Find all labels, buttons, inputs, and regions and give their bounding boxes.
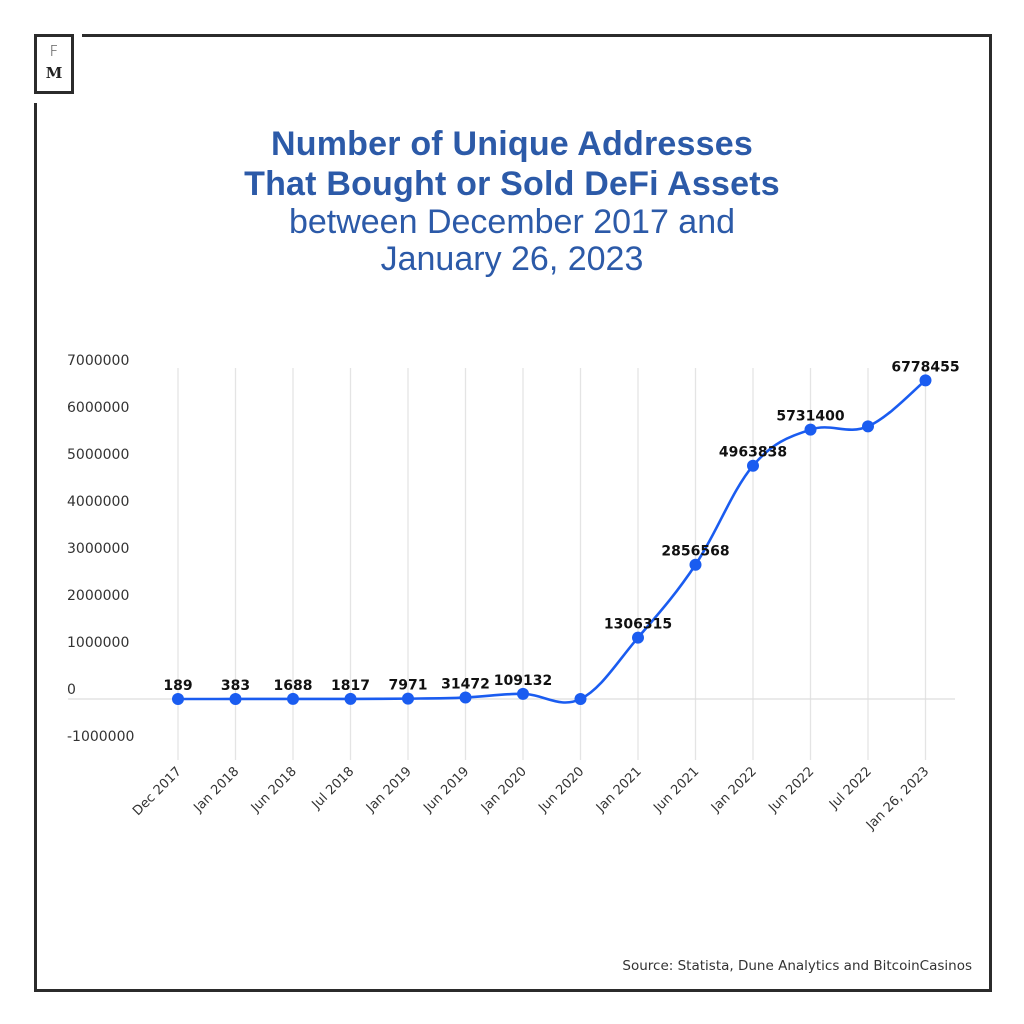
data-point <box>172 692 184 705</box>
data-label: 2856568 <box>661 544 729 560</box>
data-point <box>459 691 472 704</box>
x-tick-label: Jul 2018 <box>309 764 358 813</box>
x-tick-label: Jun 2019 <box>420 764 472 816</box>
data-point <box>747 459 759 472</box>
data-label: 189 <box>163 678 192 694</box>
x-axis: Dec 2017 Jan 2018 Jun 2018 Jul 2018 Jan 2019… <box>130 764 932 833</box>
data-label: 109132 <box>494 673 552 689</box>
data-point <box>862 420 874 433</box>
frame-bottom-border <box>34 989 992 992</box>
data-point <box>402 692 414 705</box>
y-tick-label: -1000000 <box>67 729 134 745</box>
x-tick-label: Jan 2019 <box>363 764 415 816</box>
data-point <box>919 374 932 387</box>
data-label: 1688 <box>274 678 313 694</box>
chart-title: Number of Unique Addresses That Bought o… <box>0 124 1024 278</box>
data-point <box>517 687 529 700</box>
y-tick-label: 6000000 <box>67 400 129 416</box>
logo-letter-m: M <box>45 64 63 82</box>
data-labels: 189 383 1688 1817 7971 31472 109132 1306315 2856… <box>163 359 959 694</box>
data-label: 383 <box>221 678 250 694</box>
data-point <box>344 692 357 705</box>
data-point <box>229 692 242 705</box>
y-tick-label: 3000000 <box>67 541 129 557</box>
data-point <box>632 631 644 644</box>
data-point <box>804 423 817 436</box>
frame-left-border <box>34 103 37 992</box>
frame-top-border <box>82 34 992 37</box>
data-label: 31472 <box>441 677 490 693</box>
data-point <box>689 558 702 571</box>
x-tick-label: Dec 2017 <box>130 764 185 819</box>
y-tick-label: 2000000 <box>67 588 129 604</box>
y-tick-label: 0 <box>67 682 76 698</box>
x-tick-label: Jan 2021 <box>593 764 645 816</box>
x-tick-label: Jun 2021 <box>650 764 702 816</box>
source-note: Source: Statista, Dune Analytics and Bit… <box>622 958 972 974</box>
fm-logo: F M <box>34 34 74 94</box>
data-label: 6778455 <box>891 359 959 375</box>
x-tick-label: Jan 2022 <box>708 764 760 816</box>
data-label: 7971 <box>389 678 428 694</box>
subtitle-line-1: between December 2017 and <box>288 203 736 241</box>
title-line-1: Number of Unique Addresses <box>271 125 753 163</box>
y-tick-label: 1000000 <box>67 635 129 651</box>
x-tick-label: Jul 2022 <box>826 764 875 813</box>
y-axis: 7000000 6000000 5000000 4000000 3000000 20000… <box>67 353 134 745</box>
subtitle-line-2: January 26, 2023 <box>380 240 644 278</box>
data-label: 1306315 <box>604 617 672 633</box>
x-tick-label: Jun 2022 <box>765 764 817 816</box>
frame-right-border <box>989 34 992 992</box>
data-point <box>287 692 299 705</box>
data-point <box>574 693 587 705</box>
title-line-2: That Bought or Sold DeFi Assets <box>244 165 780 203</box>
x-tick-label: Jan 2020 <box>478 764 530 816</box>
y-tick-label: 4000000 <box>67 494 129 510</box>
x-tick-label: Jan 2018 <box>191 764 243 816</box>
data-points <box>172 374 932 705</box>
x-tick-label: Jun 2018 <box>248 764 300 816</box>
data-label: 1817 <box>331 678 370 694</box>
y-tick-label: 7000000 <box>67 353 129 369</box>
x-tick-label: Jun 2020 <box>535 764 587 816</box>
logo-letter-f: F <box>49 42 59 60</box>
y-tick-label: 5000000 <box>67 447 129 463</box>
data-label: 5731400 <box>776 409 844 425</box>
data-label: 4963838 <box>719 445 787 461</box>
